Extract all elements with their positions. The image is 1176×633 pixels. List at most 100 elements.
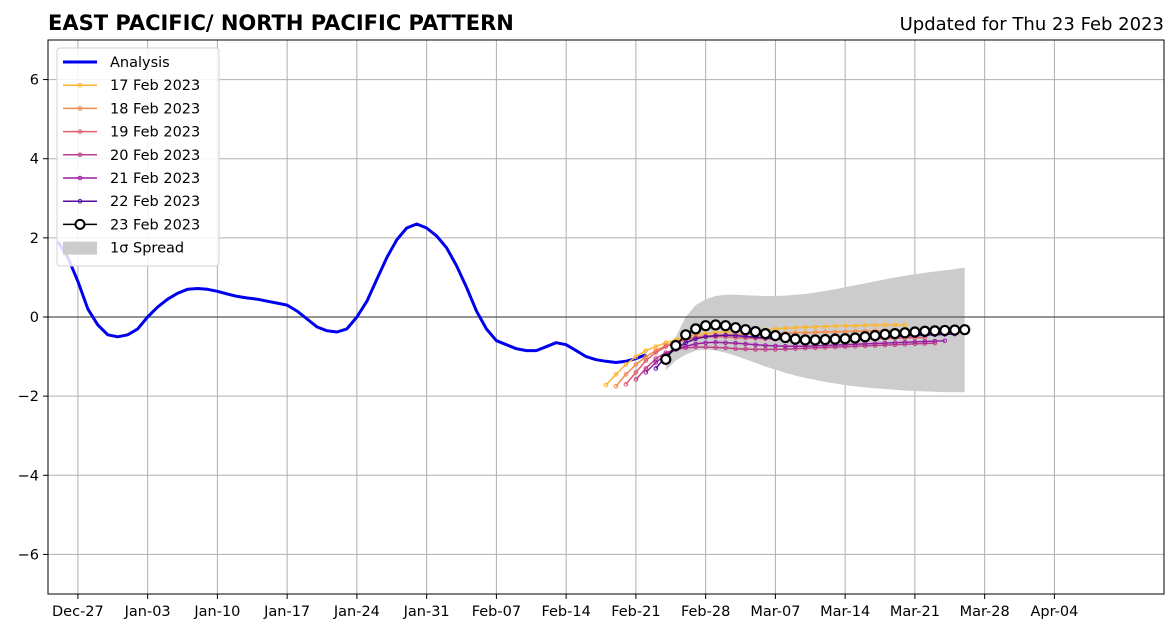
chart-title: EAST PACIFIC/ NORTH PACIFIC PATTERN bbox=[48, 11, 514, 35]
point-23-feb-2023-21 bbox=[869, 329, 881, 342]
point-17-feb-2023-18 bbox=[783, 325, 788, 331]
point-23-feb-2023-2 bbox=[680, 329, 692, 341]
point-18-feb-2023-2 bbox=[633, 362, 639, 367]
series-23-feb-2023 bbox=[660, 319, 971, 365]
point-23-feb-2023-29 bbox=[949, 324, 961, 336]
legend-label-17-feb-2023: 17 Feb 2023 bbox=[110, 78, 200, 94]
legend-marker-21-feb-2023 bbox=[77, 175, 83, 181]
point-18-feb-2023-1 bbox=[623, 372, 629, 377]
point-23-feb-2023-18 bbox=[839, 333, 851, 345]
point-23-feb-2023-3 bbox=[690, 323, 702, 335]
legend-label-18-feb-2023: 18 Feb 2023 bbox=[110, 101, 200, 117]
x-tick-label-apr-04: Apr-04 bbox=[1030, 604, 1078, 620]
point-17-feb-2023-23 bbox=[832, 323, 838, 329]
legend-marker-19-feb-2023 bbox=[77, 129, 83, 134]
x-tick-label-feb-21: Feb-21 bbox=[611, 604, 660, 620]
point-23-feb-2023-19 bbox=[849, 332, 861, 344]
point-22-feb-2023-3 bbox=[683, 340, 689, 346]
point-21-feb-2023-8 bbox=[723, 340, 728, 346]
point-17-feb-2023-1 bbox=[613, 372, 619, 377]
point-17-feb-2023-21 bbox=[812, 324, 818, 330]
point-23-feb-2023-4 bbox=[700, 320, 712, 332]
point-19-feb-2023-2 bbox=[643, 358, 649, 363]
x-tick-label-dec-27: Dec-27 bbox=[52, 604, 104, 620]
x-tick-label-jan-24: Jan-24 bbox=[333, 604, 380, 620]
legend-entry-21-feb-2023: 21 Feb 2023 bbox=[63, 171, 200, 187]
y-tick-label-6: −6 bbox=[18, 547, 39, 563]
x-tick-label-jan-17: Jan-17 bbox=[263, 604, 310, 620]
legend-box bbox=[56, 47, 220, 267]
point-19-feb-2023-3 bbox=[653, 350, 659, 355]
point-17-feb-2023-19 bbox=[793, 325, 798, 330]
point-23-feb-2023-8 bbox=[739, 324, 752, 336]
point-23-feb-2023-14 bbox=[799, 334, 811, 346]
point-17-feb-2023-30 bbox=[902, 322, 908, 328]
point-21-feb-2023-7 bbox=[713, 340, 718, 345]
point-18-feb-2023-21 bbox=[822, 329, 828, 335]
point-23-feb-2023-28 bbox=[939, 324, 951, 337]
point-17-feb-2023-0 bbox=[603, 382, 609, 388]
point-21-feb-2023-23 bbox=[872, 341, 878, 346]
point-20-feb-2023-15 bbox=[783, 346, 788, 352]
x-tick-label-jan-10: Jan-10 bbox=[193, 604, 240, 620]
point-21-feb-2023-9 bbox=[733, 340, 738, 346]
legend-marker-17-feb-2023 bbox=[77, 82, 83, 88]
point-17-feb-2023-22 bbox=[822, 324, 828, 329]
legend-entry-17-feb-2023: 17 Feb 2023 bbox=[63, 78, 200, 94]
point-20-feb-2023-12 bbox=[753, 347, 758, 352]
point-23-feb-2023-16 bbox=[819, 333, 831, 346]
point-23-feb-2023-5 bbox=[710, 319, 722, 331]
legend-label-23-feb-2023: 23 Feb 2023 bbox=[110, 217, 200, 233]
x-tick-label-mar-21: Mar-21 bbox=[890, 604, 940, 620]
point-23-feb-2023-30 bbox=[959, 324, 971, 336]
point-23-feb-2023-24 bbox=[899, 327, 911, 339]
point-23-feb-2023-17 bbox=[829, 333, 841, 345]
legend-label-22-feb-2023: 22 Feb 2023 bbox=[110, 194, 200, 210]
point-21-feb-2023-29 bbox=[932, 338, 938, 344]
point-20-feb-2023-9 bbox=[723, 345, 728, 351]
point-21-feb-2023-13 bbox=[773, 343, 778, 349]
point-23-feb-2023-6 bbox=[719, 320, 732, 332]
series-line-analysis bbox=[56, 222, 647, 364]
legend-label-1-spread: 1σ Spread bbox=[110, 241, 184, 257]
point-21-feb-2023-28 bbox=[922, 339, 928, 344]
point-23-feb-2023-11 bbox=[769, 329, 781, 342]
point-23-feb-2023-20 bbox=[859, 331, 871, 343]
point-22-feb-2023-6 bbox=[713, 333, 718, 338]
point-22-feb-2023-4 bbox=[693, 336, 698, 342]
x-tick-label-feb-07: Feb-07 bbox=[472, 604, 521, 620]
legend-marker-18-feb-2023 bbox=[77, 106, 83, 111]
series-layer bbox=[56, 222, 971, 389]
point-18-feb-2023-20 bbox=[812, 330, 818, 335]
chart-subtitle: Updated for Thu 23 Feb 2023 bbox=[900, 14, 1164, 35]
point-20-feb-2023-7 bbox=[703, 344, 708, 350]
point-23-feb-2023-22 bbox=[879, 328, 891, 341]
legend-marker-23-feb-2023 bbox=[74, 218, 86, 230]
point-22-feb-2023-5 bbox=[703, 334, 708, 340]
point-23-feb-2023-27 bbox=[929, 325, 941, 337]
point-22-feb-2023-0 bbox=[653, 366, 659, 371]
legend-entry-18-feb-2023: 18 Feb 2023 bbox=[63, 101, 200, 117]
point-23-feb-2023-25 bbox=[909, 326, 921, 338]
point-22-feb-2023-8 bbox=[733, 333, 738, 338]
point-17-feb-2023-25 bbox=[852, 323, 858, 329]
x-tick-label-feb-28: Feb-28 bbox=[681, 604, 730, 620]
point-23-feb-2023-23 bbox=[889, 328, 901, 340]
point-17-feb-2023-20 bbox=[802, 324, 808, 330]
point-21-feb-2023-24 bbox=[882, 340, 888, 346]
spread-band-layer bbox=[665, 267, 965, 393]
point-21-feb-2023-10 bbox=[743, 341, 748, 347]
x-tick-label-feb-14: Feb-14 bbox=[541, 604, 590, 620]
point-21-feb-2023-26 bbox=[902, 340, 908, 345]
y-tick-label-2: −2 bbox=[18, 389, 39, 405]
legend-label-analysis: Analysis bbox=[110, 55, 170, 71]
x-tick-label-jan-31: Jan-31 bbox=[403, 604, 450, 620]
point-23-feb-2023-9 bbox=[749, 326, 762, 338]
legend-marker-22-feb-2023 bbox=[77, 198, 83, 204]
legend-entry-23-feb-2023: 23 Feb 2023 bbox=[63, 217, 200, 233]
legend-swatch-1-spread bbox=[63, 241, 97, 255]
point-20-feb-2023-11 bbox=[743, 346, 748, 352]
legend-entry-1-spread: 1σ Spread bbox=[63, 241, 184, 257]
point-21-feb-2023-12 bbox=[763, 343, 768, 348]
x-tick-label-mar-07: Mar-07 bbox=[750, 604, 800, 620]
